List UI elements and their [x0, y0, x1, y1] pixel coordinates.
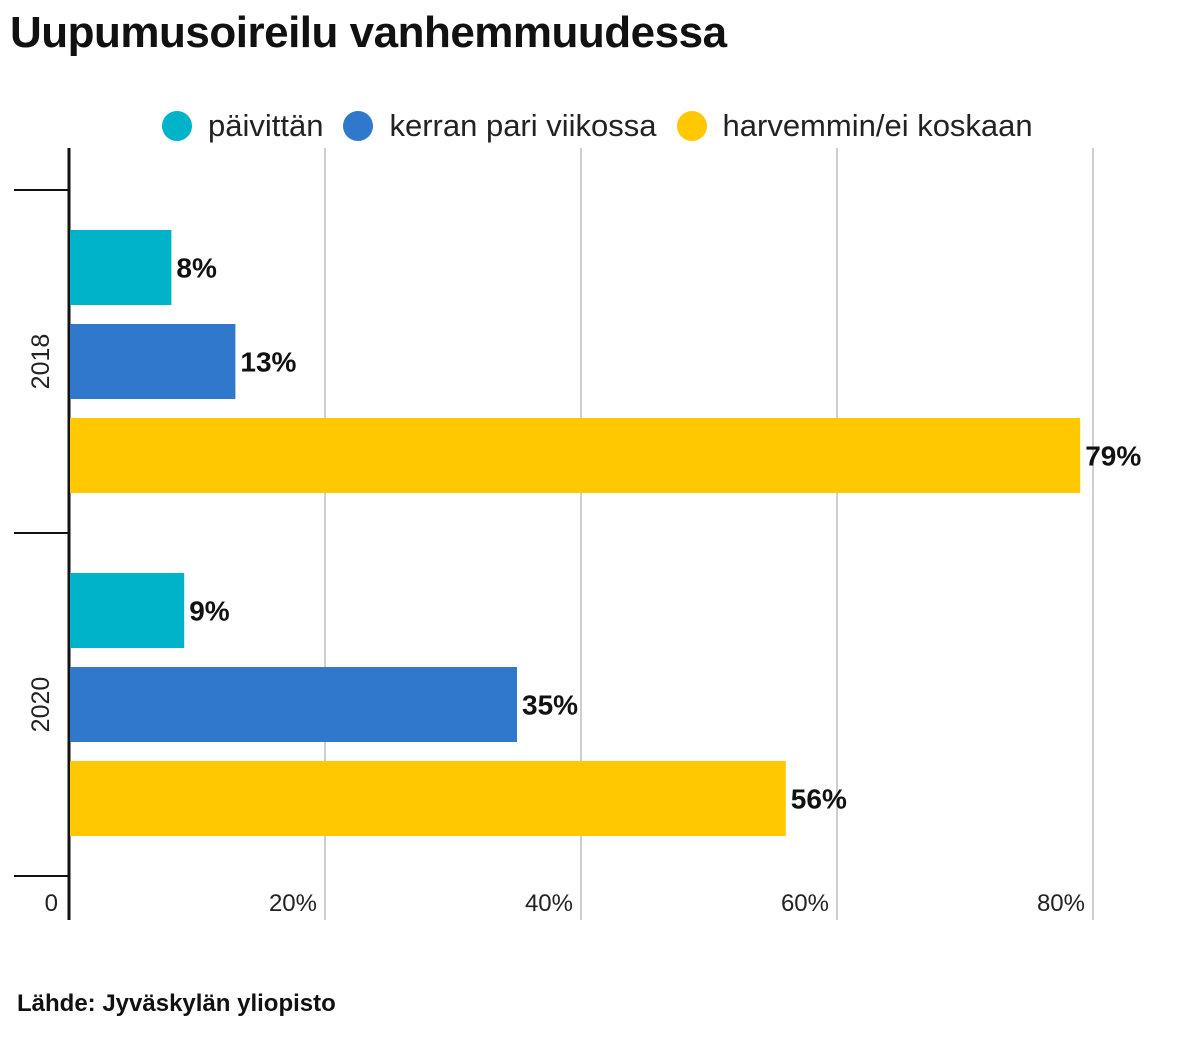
- legend-swatch-harvemmin: [676, 111, 707, 141]
- legend-swatch-viikoittain: [343, 111, 374, 141]
- x-tick-label-40: 40%: [525, 890, 573, 917]
- data-label-2018-series-1: 13%: [240, 347, 296, 378]
- category-label-2020: 2020: [27, 677, 55, 733]
- bar-2020-series-1: [70, 667, 517, 742]
- data-label-2018-series-2: 79%: [1085, 441, 1141, 472]
- legend-label-viikoittain: kerran pari viikossa: [389, 108, 657, 143]
- bar-2018-series-1: [70, 324, 236, 399]
- x-tick-label-80: 80%: [1037, 890, 1085, 917]
- bar-2020-series-2: [70, 761, 786, 836]
- legend-item-viikoittain: kerran pari viikossa: [343, 108, 657, 144]
- legend-item-paivittain: päivittän: [162, 108, 323, 144]
- legend-label-paivittain: päivittän: [208, 108, 324, 143]
- legend: päivittän kerran pari viikossa harvemmin…: [162, 106, 1053, 146]
- legend-item-harvemmin: harvemmin/ei koskaan: [676, 108, 1033, 144]
- data-label-2020-series-0: 9%: [189, 596, 230, 627]
- source-note: Lähde: Jyväskylän yliopisto: [17, 990, 336, 1017]
- data-label-2020-series-1: 35%: [522, 690, 578, 721]
- data-label-2018-series-0: 8%: [176, 253, 217, 284]
- bar-2018-series-0: [70, 230, 172, 305]
- x-tick-label-0: 0: [45, 890, 58, 917]
- legend-swatch-paivittain: [162, 111, 192, 141]
- category-label-2018: 2018: [27, 334, 55, 390]
- x-tick-label-20: 20%: [269, 890, 317, 917]
- legend-label-harvemmin: harvemmin/ei koskaan: [722, 108, 1033, 143]
- bar-2020-series-0: [70, 573, 185, 648]
- chart-title: Uupumusoireilu vanhemmuudessa: [10, 8, 727, 57]
- bar-2018-series-2: [70, 418, 1081, 493]
- x-tick-label-60: 60%: [781, 890, 829, 917]
- data-label-2020-series-2: 56%: [791, 784, 847, 815]
